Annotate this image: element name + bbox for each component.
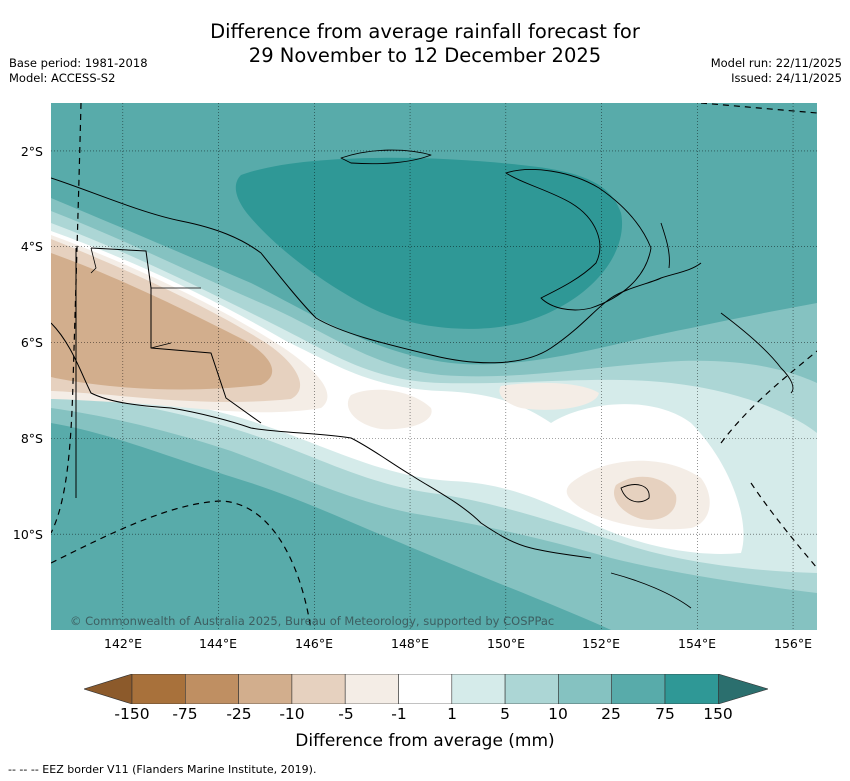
fill-neg5-1-patch-2 <box>499 382 599 410</box>
colorbar-segment <box>398 674 453 704</box>
island-outline-bougainville <box>720 312 794 394</box>
lat-label-4s: 4°S <box>20 239 43 254</box>
lat-label-8s: 8°S <box>20 431 43 446</box>
rainfall-map <box>51 103 817 630</box>
colorbar-tick: -1 <box>391 705 407 723</box>
island-outline-louisiades <box>610 572 692 609</box>
eez-east <box>720 350 817 444</box>
colorbar-extend-low <box>84 674 133 704</box>
colorbar-segment <box>185 674 239 704</box>
lon-label-154e: 154°E <box>677 636 717 651</box>
colorbar-tick: -10 <box>279 705 305 723</box>
fill-neg5-1-patch-1 <box>347 389 432 430</box>
lon-label-142e: 142°E <box>103 636 143 651</box>
base-period: Base period: 1981-2018 <box>9 56 148 70</box>
lon-label-150e: 150°E <box>486 636 526 651</box>
map-title: Difference from average rainfall forecas… <box>0 20 850 68</box>
fill-neg10-5-patch <box>613 476 677 520</box>
model-name: Model: ACCESS-S2 <box>9 71 116 85</box>
copyright-notice: © Commonwealth of Australia 2025, Bureau… <box>70 614 555 628</box>
colorbar-tick: 150 <box>703 705 733 723</box>
lat-label-10s: 10°S <box>12 527 43 542</box>
colorbar-segment <box>291 674 346 704</box>
eez-west <box>51 103 82 534</box>
lat-label-2s: 2°S <box>20 144 43 159</box>
colorbar-segment <box>344 674 399 704</box>
coastline-south-png <box>51 322 592 559</box>
eez-north-east <box>700 103 817 114</box>
lon-label-144e: 144°E <box>198 636 238 651</box>
colorbar-segment <box>611 674 666 704</box>
island-outline-new-ireland <box>660 222 670 269</box>
lon-label-146e: 146°E <box>294 636 334 651</box>
colorbar-segment <box>451 674 506 704</box>
lon-label-156e: 156°E <box>773 636 813 651</box>
colorbar-segment <box>664 674 719 704</box>
colorbar <box>84 674 768 704</box>
colorbar-tick: 1 <box>447 705 457 723</box>
title-line-2: 29 November to 12 December 2025 <box>248 44 602 67</box>
title-line-1: Difference from average rainfall forecas… <box>210 20 640 43</box>
fill-75-150 <box>235 157 623 329</box>
colorbar-tick: 75 <box>655 705 675 723</box>
run-info: Model run: 22/11/2025 Issued: 24/11/2025 <box>711 56 842 86</box>
lon-label-152e: 152°E <box>581 636 621 651</box>
island-outline-1 <box>340 149 432 165</box>
island-outline-rossel <box>620 484 650 503</box>
colorbar-tick: -150 <box>114 705 150 723</box>
eez-south <box>51 500 312 630</box>
lat-label-6s: 6°S <box>20 335 43 350</box>
issued-date: Issued: 24/11/2025 <box>731 71 842 85</box>
province-borders <box>90 247 201 349</box>
lon-label-148e: 148°E <box>390 636 430 651</box>
colorbar-segment <box>131 674 186 704</box>
colorbar-tick: 10 <box>548 705 568 723</box>
fill-neg25-10 <box>51 253 273 390</box>
colorbar-tick: -5 <box>338 705 354 723</box>
island-outline-new-britain <box>505 169 652 311</box>
colorbar-tick: 25 <box>601 705 621 723</box>
colorbar-extend-high <box>717 674 768 704</box>
colorbar-segment <box>558 674 612 704</box>
colorbar-segment <box>238 674 293 704</box>
eez-east-2 <box>750 482 817 569</box>
model-info: Base period: 1981-2018 Model: ACCESS-S2 <box>9 56 148 86</box>
colorbar-tick: -25 <box>226 705 252 723</box>
colorbar-tick: -75 <box>172 705 198 723</box>
model-run: Model run: 22/11/2025 <box>710 56 842 70</box>
colorbar-segment <box>504 674 559 704</box>
coastline-north-png <box>51 177 702 364</box>
colorbar-tick: 5 <box>500 705 510 723</box>
colorbar-label: Difference from average (mm) <box>295 731 555 751</box>
eez-footnote: -- -- -- EEZ border V11 (Flanders Marine… <box>8 763 317 776</box>
